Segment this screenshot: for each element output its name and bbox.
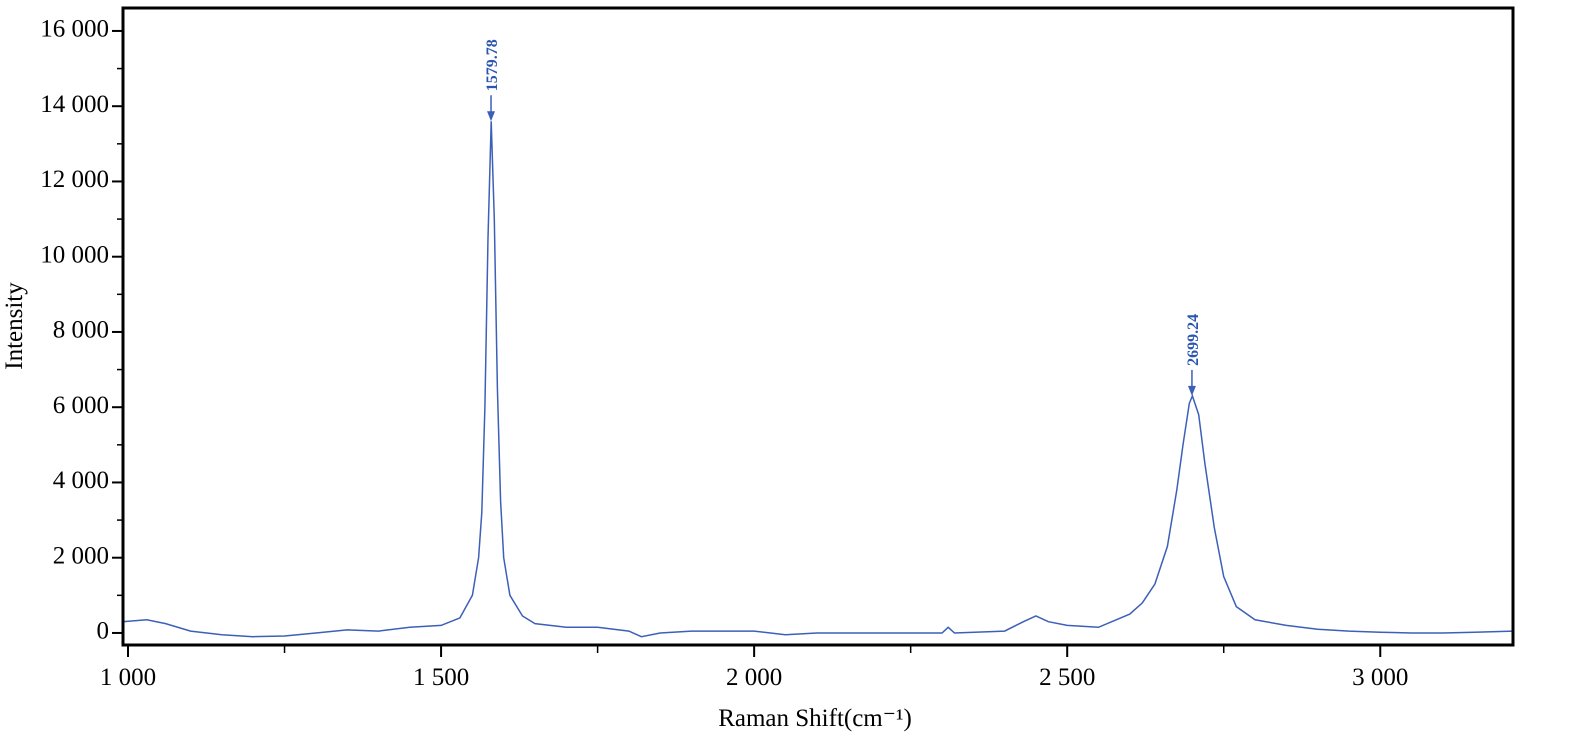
y-tick-label: 10 000 (40, 241, 109, 268)
x-tick-label: 2 500 (1039, 664, 1095, 691)
peak-arrowhead (1187, 385, 1196, 396)
x-tick-label: 3 000 (1352, 664, 1408, 691)
y-tick-label: 2 000 (53, 542, 109, 569)
peak-label: 2699.24 (1185, 314, 1202, 366)
x-tick-label: 1 000 (100, 664, 156, 691)
y-tick-label: 0 (97, 618, 110, 645)
x-tick-label: 1 500 (413, 664, 469, 691)
y-tick-label: 12 000 (40, 166, 109, 193)
plot-frame (121, 6, 1515, 647)
x-tick-label: 2 000 (726, 664, 782, 691)
y-tick-label: 16 000 (40, 16, 109, 43)
spectrum-line (122, 121, 1514, 638)
peak-arrowhead (487, 111, 496, 122)
y-tick-label: 4 000 (53, 467, 109, 494)
x-axis-label: Raman Shift(cm⁻¹) (718, 705, 912, 732)
peak-label: 1579.78 (484, 39, 501, 91)
y-tick-label: 14 000 (40, 91, 109, 118)
y-axis-label: Intensity (1, 282, 28, 370)
y-tick-label: 6 000 (53, 392, 109, 419)
y-tick-label: 8 000 (53, 317, 109, 344)
